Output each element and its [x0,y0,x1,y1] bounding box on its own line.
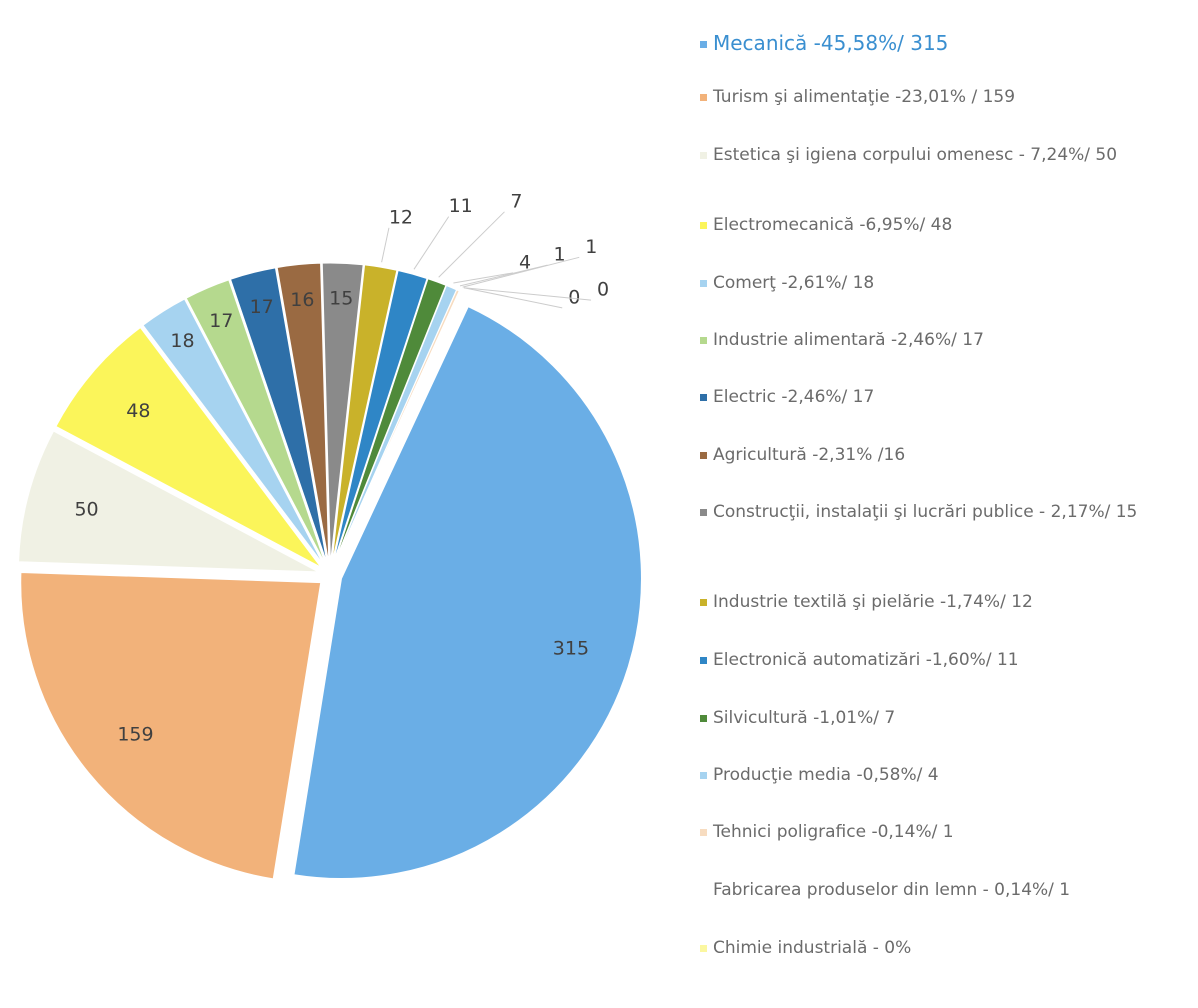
data-label: 16 [290,289,314,311]
legend-swatch [700,886,707,894]
data-label: 315 [553,637,589,659]
legend-label: Agricultură -2,31% /16 [713,445,906,465]
pie-slice [18,430,319,573]
legend-item: Construcţii, instalaţii şi lucrări publi… [700,497,1170,527]
legend-item: Silvicultură -1,01%/ 7 [700,703,1170,733]
data-label: 50 [74,498,98,520]
legend-label: Turism şi alimentaţie -23,01% / 159 [713,87,1016,107]
legend-item: Electronică automatizări -1,60%/ 11 [700,645,1170,675]
data-label: 48 [126,400,150,422]
pie-slice [55,326,322,568]
data-label: 11 [449,195,473,217]
legend-item: Producţie media -0,58%/ 4 [700,760,1170,790]
data-label: 12 [389,206,413,228]
pie-slice [333,278,447,564]
legend-swatch [700,151,707,159]
pie-slice [331,264,398,564]
pie-slice [229,267,328,564]
legend-item: Turism şi alimentaţie -23,01% / 159 [700,82,1170,112]
legend-label: Producţie media -0,58%/ 4 [713,765,939,785]
legend-item: Tehnici poligrafice -0,14%/ 1 [700,817,1170,847]
legend-item: Industrie textilă şi pielărie -1,74%/ 12 [700,587,1170,617]
leader-line [413,216,450,270]
legend-label: Electric -2,46%/ 17 [713,387,875,407]
legend-label: Industrie textilă şi pielărie -1,74%/ 12 [713,592,1033,612]
data-label: 15 [329,288,353,310]
pie-slice [334,290,463,565]
legend-label: Electronică automatizări -1,60%/ 11 [713,650,1019,670]
leader-line [453,272,514,284]
pie-slice [185,279,326,565]
legend-label: Silvicultură -1,01%/ 7 [713,708,896,728]
legend-item: Electric -2,46%/ 17 [700,382,1170,412]
legend-swatch [700,656,707,664]
data-label: 7 [510,190,522,212]
data-label: 4 [519,251,531,273]
legend-label: Industrie alimentară -2,46%/ 17 [713,330,984,350]
legend-item: Agricultură -2,31% /16 [700,440,1170,470]
legend-swatch [700,221,707,229]
legend-label: Chimie industrială - 0% [713,938,912,958]
data-label: 18 [170,330,194,352]
leader-line [381,227,390,263]
legend-label: Construcţii, instalaţii şi lucrări publi… [713,502,1138,522]
legend-swatch [700,598,707,606]
data-label: 1 [585,236,597,258]
legend-item: Mecanică -45,58%/ 315 [700,28,1170,58]
legend-swatch [700,279,707,287]
pie-slice [332,269,428,564]
data-label: 0 [597,279,609,301]
legend-label: Electromecanică -6,95%/ 48 [713,215,953,235]
legend-swatch [700,508,707,516]
legend-item: Estetica şi igiena corpului omenesc - 7,… [700,140,1170,170]
pie-slice [142,298,325,566]
legend-label: Comerţ -2,61%/ 18 [713,273,875,293]
leader-line [463,287,592,301]
legend-swatch [700,393,707,401]
leader-line [459,264,548,287]
legend-swatch [700,336,707,344]
leader-line [463,287,563,309]
legend-item: Chimie industrială - 0% [700,933,1170,963]
legend-swatch [700,771,707,779]
leader-line [438,211,505,278]
legend-item: Comerţ -2,61%/ 18 [700,268,1170,298]
data-label: 17 [250,296,274,318]
pie-slice [293,305,642,879]
data-label: 159 [117,724,153,746]
legend-label: Mecanică -45,58%/ 315 [713,31,949,55]
legend-item: Fabricarea produselor din lemn - 0,14%/ … [700,875,1170,905]
pie-slice [321,262,364,564]
legend-swatch [700,944,707,952]
pie-slice [20,571,322,880]
pie-slice [276,262,330,564]
legend-swatch [700,451,707,459]
data-label: 1 [553,244,565,266]
legend-swatch [700,828,707,836]
legend-label: Tehnici poligrafice -0,14%/ 1 [713,822,954,842]
data-label: 0 [568,286,580,308]
data-label: 17 [209,310,233,332]
legend-item: Industrie alimentară -2,46%/ 17 [700,325,1170,355]
legend-label: Fabricarea produselor din lemn - 0,14%/ … [713,880,1071,900]
leader-line [462,256,580,288]
legend-swatch [700,714,707,722]
legend-label: Estetica şi igiena corpului omenesc - 7,… [713,145,1118,165]
legend-swatch [700,41,707,48]
legend-swatch [700,93,707,101]
legend-item: Electromecanică -6,95%/ 48 [700,210,1170,240]
